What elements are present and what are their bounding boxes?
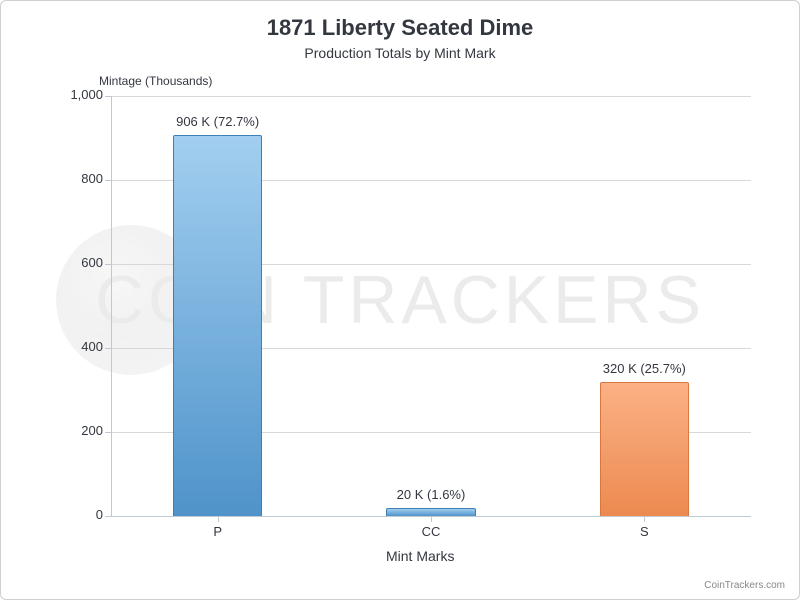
bar-label: 20 K (1.6%) <box>361 487 501 502</box>
y-axis-line <box>111 96 112 516</box>
chart-title: 1871 Liberty Seated Dime <box>1 1 799 41</box>
bar-label: 320 K (25.7%) <box>574 361 714 376</box>
bar-s <box>600 382 690 516</box>
ytick-label: 0 <box>53 507 103 522</box>
credit-text: CoinTrackers.com <box>704 580 785 591</box>
xtick-label: S <box>604 524 684 539</box>
ytick-label: 800 <box>53 171 103 186</box>
xtick-label: CC <box>391 524 471 539</box>
ytick-label: 200 <box>53 423 103 438</box>
ytick-label: 400 <box>53 339 103 354</box>
chart-container: COIN TRACKERS 1871 Liberty Seated Dime P… <box>0 0 800 600</box>
x-axis-line <box>111 516 751 517</box>
ytick-label: 600 <box>53 255 103 270</box>
x-axis-label: Mint Marks <box>386 548 454 564</box>
y-axis-label: Mintage (Thousands) <box>99 74 212 88</box>
bar-p <box>173 135 263 516</box>
bar-cc <box>386 508 476 516</box>
xtick-label: P <box>178 524 258 539</box>
bar-label: 906 K (72.7%) <box>148 114 288 129</box>
plot-area: 906 K (72.7%) 20 K (1.6%) 320 K (25.7%) <box>111 96 751 516</box>
chart-subtitle: Production Totals by Mint Mark <box>1 41 799 61</box>
ytick-label: 1,000 <box>53 87 103 102</box>
grid-line <box>111 96 751 97</box>
